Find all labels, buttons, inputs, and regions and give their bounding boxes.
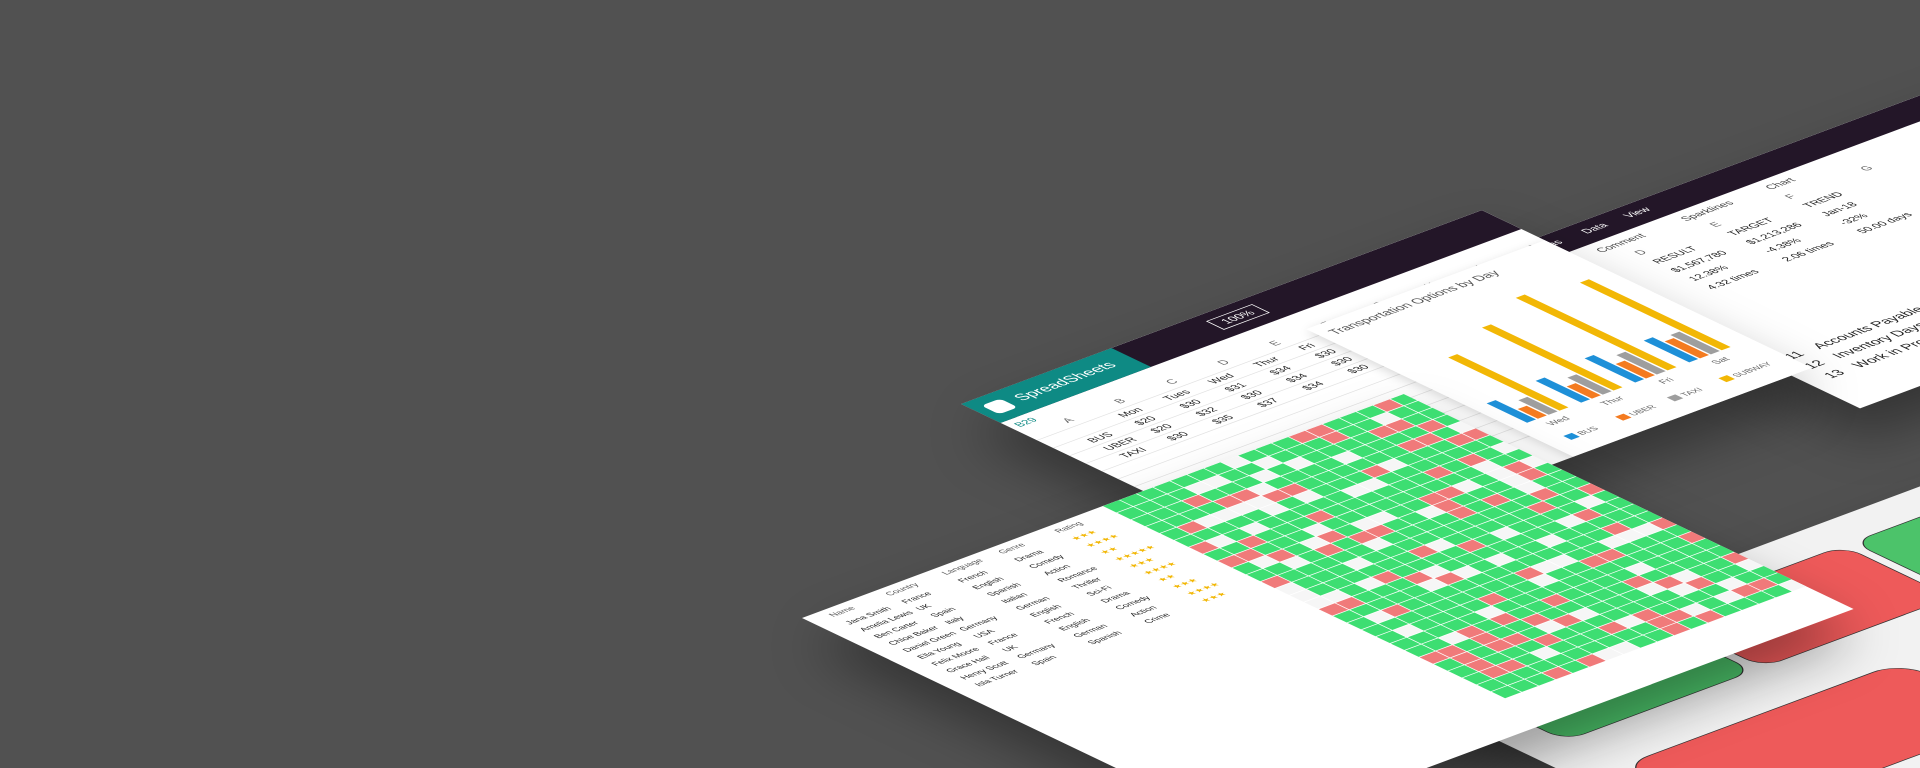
column-header: E xyxy=(1707,220,1725,229)
legend-label: UBER xyxy=(1626,404,1659,417)
legend-label: SUBWAY xyxy=(1730,361,1775,379)
cell-value: UK xyxy=(999,644,1021,653)
cell-ref: B29 xyxy=(1011,416,1041,429)
row-number: 13 xyxy=(1819,367,1849,380)
column-header: G xyxy=(1857,164,1877,173)
cell-value: France xyxy=(898,590,935,605)
bar xyxy=(1670,331,1720,355)
car-part xyxy=(1635,668,1920,768)
column-header: B xyxy=(1111,397,1130,406)
zoom[interactable]: 100% xyxy=(1205,304,1270,330)
chart-area: Transportation Options by Day Wed Thur Fri S… xyxy=(1306,240,1813,457)
bar xyxy=(1517,405,1547,419)
cell-value: Italy xyxy=(942,615,967,626)
column-header: D xyxy=(1632,248,1651,257)
bar xyxy=(1567,374,1612,395)
brand-text: SpreadSheets xyxy=(1010,360,1121,403)
column-header: D xyxy=(1214,358,1234,367)
bar xyxy=(1643,337,1699,363)
column-title: Name xyxy=(826,605,858,618)
column-header: E xyxy=(1266,339,1285,348)
bar xyxy=(1535,377,1591,403)
bar xyxy=(1664,338,1709,359)
bar xyxy=(1584,354,1645,383)
bar xyxy=(1579,279,1731,351)
x-tick-label: Wed xyxy=(1544,415,1573,427)
column-header: C xyxy=(1163,377,1182,386)
x-tick-label: Thur xyxy=(1598,395,1628,407)
legend-label: BUS xyxy=(1575,425,1601,436)
cell-value: Spain xyxy=(1028,654,1060,667)
legend-swatch xyxy=(1615,413,1632,421)
column-header: A xyxy=(1059,416,1078,425)
logo xyxy=(981,398,1018,415)
bar xyxy=(1486,400,1537,423)
bar xyxy=(1566,383,1601,399)
car-part xyxy=(1862,483,1920,590)
x-tick-label: Fri xyxy=(1656,377,1677,386)
bar xyxy=(1515,294,1677,371)
toolbar-item: Chart xyxy=(1762,176,1799,192)
spreadsheet-window: SpreadSheets 100% B29 ABCDEFGHIJMonTuesW… xyxy=(961,210,1813,562)
column-header: F xyxy=(1782,193,1800,201)
bar xyxy=(1448,354,1569,411)
cell-value: UK xyxy=(913,602,934,612)
legend-swatch xyxy=(1666,394,1684,402)
x-tick-label: Sat xyxy=(1709,356,1733,366)
bar xyxy=(1615,360,1655,379)
bar xyxy=(1518,396,1558,415)
legend-swatch xyxy=(1563,432,1580,440)
bar xyxy=(1481,324,1623,391)
chart: Transportation Options by DayWedThurFriS… xyxy=(1324,268,1775,440)
legend-label: TAXI xyxy=(1678,387,1705,398)
legend-swatch xyxy=(1718,375,1735,383)
bar xyxy=(1616,351,1666,375)
